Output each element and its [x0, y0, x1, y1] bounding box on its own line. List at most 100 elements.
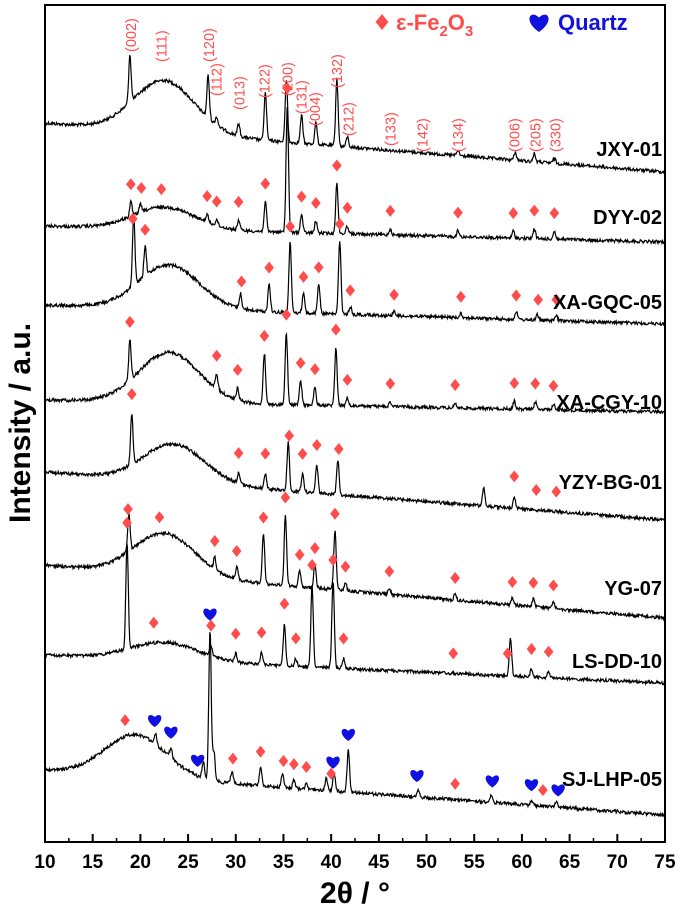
- legend-quartz-label: Quartz: [558, 10, 628, 35]
- fe2o3-marker: [311, 196, 321, 209]
- fe2o3-marker: [260, 177, 271, 190]
- hkl-label: (330): [548, 118, 564, 152]
- fe2o3-marker: [551, 485, 562, 498]
- fe2o3-marker: [526, 642, 537, 655]
- fe2o3-marker: [548, 579, 559, 592]
- x-tick-label: 75: [654, 852, 676, 873]
- hkl-label: (212): [341, 102, 357, 136]
- fe2o3-marker: [326, 767, 336, 780]
- trace-YZY-BG-01: [44, 414, 666, 523]
- fe2o3-marker: [148, 616, 159, 629]
- fe2o3-marker: [297, 447, 308, 460]
- fe2o3-marker: [509, 377, 520, 390]
- fe2o3-marker: [453, 206, 463, 219]
- fe2o3-marker: [202, 190, 212, 203]
- fe2o3-marker: [507, 575, 518, 588]
- quartz-marker: [190, 754, 205, 767]
- fe2o3-marker: [264, 261, 274, 274]
- hkl-labels: (002) (111) (120)(112) (013) (122) (200)(131)…: [124, 18, 564, 152]
- hkl-label: (132): [330, 54, 346, 88]
- quartz-marker: [341, 728, 356, 742]
- fe2o3-marker: [334, 218, 345, 231]
- fe2o3-marker: [282, 82, 293, 95]
- fe2o3-marker: [529, 204, 540, 217]
- fe2o3-marker: [127, 212, 138, 225]
- sample-label: XA-CGY-10: [556, 392, 662, 414]
- fe2o3-marker: [533, 293, 543, 306]
- fe2o3-marker: [531, 484, 542, 497]
- fe2o3-marker: [332, 159, 342, 172]
- xrd-traces: [44, 54, 666, 818]
- fe2o3-marker: [345, 284, 356, 297]
- fe2o3-marker: [296, 190, 307, 203]
- fe2o3-marker: [450, 378, 460, 391]
- fe2o3-marker: [236, 275, 247, 288]
- fe2o3-marker: [211, 349, 222, 362]
- fe2o3-marker: [156, 183, 167, 196]
- fe2o3-marker: [333, 443, 344, 456]
- fe2o3-marker: [330, 507, 340, 520]
- fe2o3-marker: [551, 293, 562, 306]
- x-tick-label: 40: [321, 852, 342, 873]
- fe2o3-marker: [123, 503, 133, 516]
- trace-SJ-LHP-05: [45, 632, 666, 818]
- fe2o3-marker: [340, 560, 351, 573]
- fe2o3-marker: [281, 308, 292, 321]
- x-tick-label: 10: [34, 852, 55, 873]
- hkl-label: (131): [295, 80, 311, 114]
- fe2o3-marker: [140, 223, 150, 236]
- fe2o3-marker: [295, 356, 306, 369]
- x-tick-label: 55: [464, 852, 486, 873]
- fe2o3-marker: [232, 363, 243, 376]
- fe2o3-marker: [280, 491, 291, 504]
- hkl-label: (112): [210, 63, 226, 96]
- fe2o3-marker: [384, 565, 395, 578]
- trace-LS-DD-10: [44, 543, 666, 686]
- fe2o3-marker: [298, 270, 309, 283]
- sample-label: JXY-01: [596, 139, 662, 161]
- x-tick-label: 65: [559, 852, 581, 873]
- fe2o3-marker: [313, 261, 324, 274]
- fe2o3-marker: [509, 470, 520, 483]
- fe2o3-marker: [284, 429, 294, 442]
- sample-label: LS-DD-10: [572, 651, 662, 673]
- legend-quartz-marker: [529, 14, 549, 32]
- fe2o3-marker: [154, 511, 165, 524]
- x-tick-label: 35: [273, 852, 295, 873]
- hkl-label: (004): [308, 92, 324, 126]
- fe2o3-marker: [456, 290, 466, 303]
- quartz-marker: [203, 608, 217, 621]
- x-tick-label: 45: [368, 852, 390, 873]
- x-tick-label: 50: [416, 852, 437, 873]
- fe2o3-marker: [450, 777, 460, 790]
- trace-DYY-02: [44, 107, 666, 246]
- fe2o3-marker: [122, 516, 132, 529]
- trace-XA-GQC-05: [44, 215, 666, 327]
- fe2o3-marker: [342, 201, 353, 214]
- fe2o3-marker: [511, 289, 521, 302]
- fe2o3-marker: [233, 195, 244, 208]
- sample-label: XA-GQC-05: [553, 292, 662, 314]
- trace-XA-CGY-10: [44, 331, 666, 415]
- quartz-marker: [551, 784, 565, 797]
- fe2o3-marker: [310, 542, 320, 555]
- fe2o3-marker: [259, 329, 270, 342]
- trace-YG-07: [44, 513, 666, 622]
- x-tick-label: 20: [130, 852, 151, 873]
- fe2o3-marker: [338, 632, 349, 645]
- fe2o3-marker: [389, 288, 399, 301]
- fe2o3-marker: [127, 388, 137, 401]
- sample-label: DYY-02: [593, 207, 662, 229]
- legend-fe2o3-label: ε-Fe2O3: [396, 10, 473, 40]
- fe2o3-marker: [548, 379, 559, 392]
- hkl-label: (200): [280, 62, 296, 96]
- fe2o3-marker: [312, 439, 322, 452]
- fe2o3-marker: [538, 784, 548, 797]
- hkl-label: (006): [507, 118, 523, 152]
- quartz-marker: [485, 775, 500, 788]
- x-tick-label: 15: [82, 852, 104, 873]
- fe2o3-marker: [209, 535, 220, 548]
- fe2o3-marker: [307, 559, 317, 572]
- hkl-label: (122): [257, 64, 273, 98]
